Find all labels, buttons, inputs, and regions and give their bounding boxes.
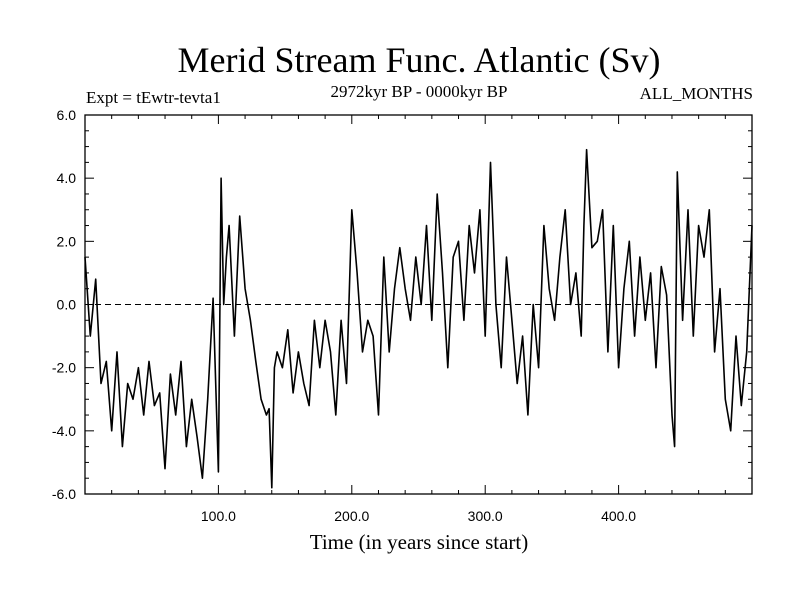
axes-group: -6.0 -4.0 -2.0 0.0 2.0 4.0 6.0 100.0 200.0 300.0 4… <box>52 107 752 524</box>
chart-title: Merid Stream Func. Atlantic (Sv) <box>178 40 661 80</box>
subtitle-period: 2972kyr BP - 0000kyr BP <box>331 82 508 101</box>
subtitle-expt: Expt = tEwtr-tevta1 <box>86 88 221 107</box>
x-tick-label: 300.0 <box>468 508 503 524</box>
y-tick-label: 0.0 <box>57 297 77 313</box>
x-tick-label: 200.0 <box>334 508 369 524</box>
y-tick-label: -4.0 <box>52 423 76 439</box>
x-tick-label: 400.0 <box>601 508 636 524</box>
y-tick-label: 4.0 <box>57 170 77 186</box>
x-axis-label: Time (in years since start) <box>310 530 529 554</box>
plot-frame <box>84 114 753 495</box>
subtitle-months: ALL_MONTHS <box>640 84 753 103</box>
series-group <box>84 148 753 489</box>
y-tick-label: 6.0 <box>57 107 77 123</box>
series-line <box>84 148 753 489</box>
y-tick-label: -2.0 <box>52 360 76 376</box>
y-tick-label: -6.0 <box>52 486 76 502</box>
x-tick-label: 100.0 <box>201 508 236 524</box>
y-tick-label: 2.0 <box>57 233 77 249</box>
